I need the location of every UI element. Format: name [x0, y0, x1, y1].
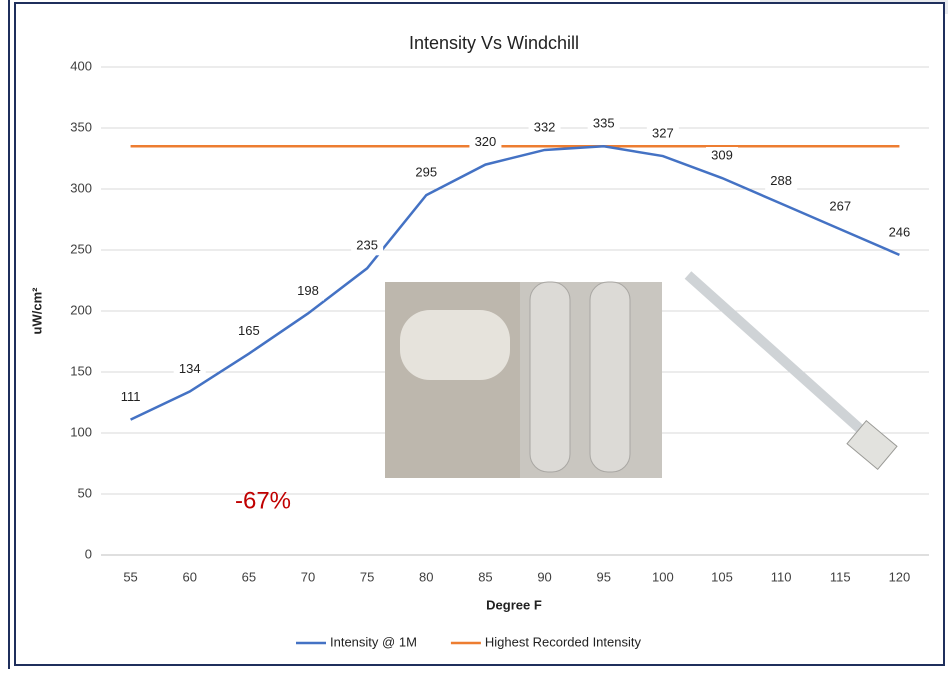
data-label-bg [351, 237, 384, 256]
data-label-bg [528, 118, 561, 137]
data-labels: 111 134 165 198 235 295 320 332 335 327 309 288 267 2… [114, 115, 916, 407]
x-tick-label: 85 [478, 569, 492, 584]
data-label-bg [706, 147, 738, 166]
y-tick-label: 200 [70, 302, 92, 317]
data-label: 320 [475, 134, 497, 149]
data-label-bg [410, 164, 443, 183]
x-tick-label: 70 [301, 569, 315, 584]
data-label: 288 [770, 173, 792, 188]
data-label-bg [173, 360, 206, 379]
legend-label: Intensity @ 1M [330, 634, 417, 649]
data-label: 327 [652, 125, 674, 140]
data-label: 134 [179, 361, 201, 376]
x-axis-label: Degree F [486, 597, 542, 612]
y-tick-label: 300 [70, 180, 92, 195]
data-label: 111 [121, 389, 141, 404]
photos [385, 271, 898, 478]
x-tick-label: 110 [771, 569, 792, 584]
series-line [130, 145, 900, 421]
x-tick-label: 65 [242, 569, 256, 584]
data-label-bg [292, 282, 324, 301]
x-tick-label: 105 [711, 569, 733, 584]
data-label: 246 [889, 224, 911, 239]
y-tick-label: 400 [70, 58, 92, 73]
data-label: 198 [297, 283, 319, 298]
legend-label: Highest Recorded Intensity [485, 634, 642, 649]
data-label-bg [824, 198, 857, 217]
data-label-bg [646, 125, 679, 144]
data-label: 267 [829, 199, 851, 214]
y-tick-label: 0 [85, 546, 92, 561]
data-label-bg [232, 322, 265, 341]
data-label: 295 [415, 165, 437, 180]
bulb-cap [400, 310, 510, 380]
x-tick-label: 75 [360, 569, 374, 584]
x-tick-label: 90 [537, 569, 551, 584]
grid: 0 50 100 150 200 250 300 350 400 55 60 65 70 75 80 85 90… [70, 58, 929, 584]
x-tick-label: 55 [123, 569, 137, 584]
x-tick-label: 100 [652, 569, 674, 584]
x-tick-label: 120 [889, 569, 911, 584]
x-tick-label: 60 [182, 569, 196, 584]
data-label-bg [883, 223, 916, 242]
data-label: 165 [238, 323, 260, 338]
lines [130, 145, 900, 421]
y-tick-label: 150 [70, 363, 92, 378]
lamp-base [846, 419, 898, 471]
data-label: 309 [711, 147, 733, 162]
y-axis-label: uW/cm² [29, 287, 44, 335]
x-tick-label: 80 [419, 569, 433, 584]
data-label: 235 [356, 238, 378, 253]
lamp-tube [684, 271, 882, 449]
data-label: 335 [593, 116, 615, 131]
x-tick-label: 115 [830, 569, 851, 584]
y-tick-label: 350 [70, 119, 92, 134]
tube [589, 281, 631, 473]
legend: Intensity @ 1M Highest Recorded Intensity [296, 634, 641, 649]
y-tick-label: 100 [70, 424, 92, 439]
tube [529, 281, 571, 473]
y-tick-label: 50 [78, 485, 92, 500]
data-label-bg [114, 388, 147, 407]
chart-title: Intensity Vs Windchill [409, 33, 579, 53]
x-tick-label: 95 [596, 569, 610, 584]
annotation: -67% [235, 487, 291, 514]
y-tick-label: 250 [70, 241, 92, 256]
data-label-bg [587, 115, 620, 134]
data-label-bg [765, 172, 798, 191]
data-label-bg [469, 133, 502, 152]
data-label: 332 [534, 119, 556, 134]
